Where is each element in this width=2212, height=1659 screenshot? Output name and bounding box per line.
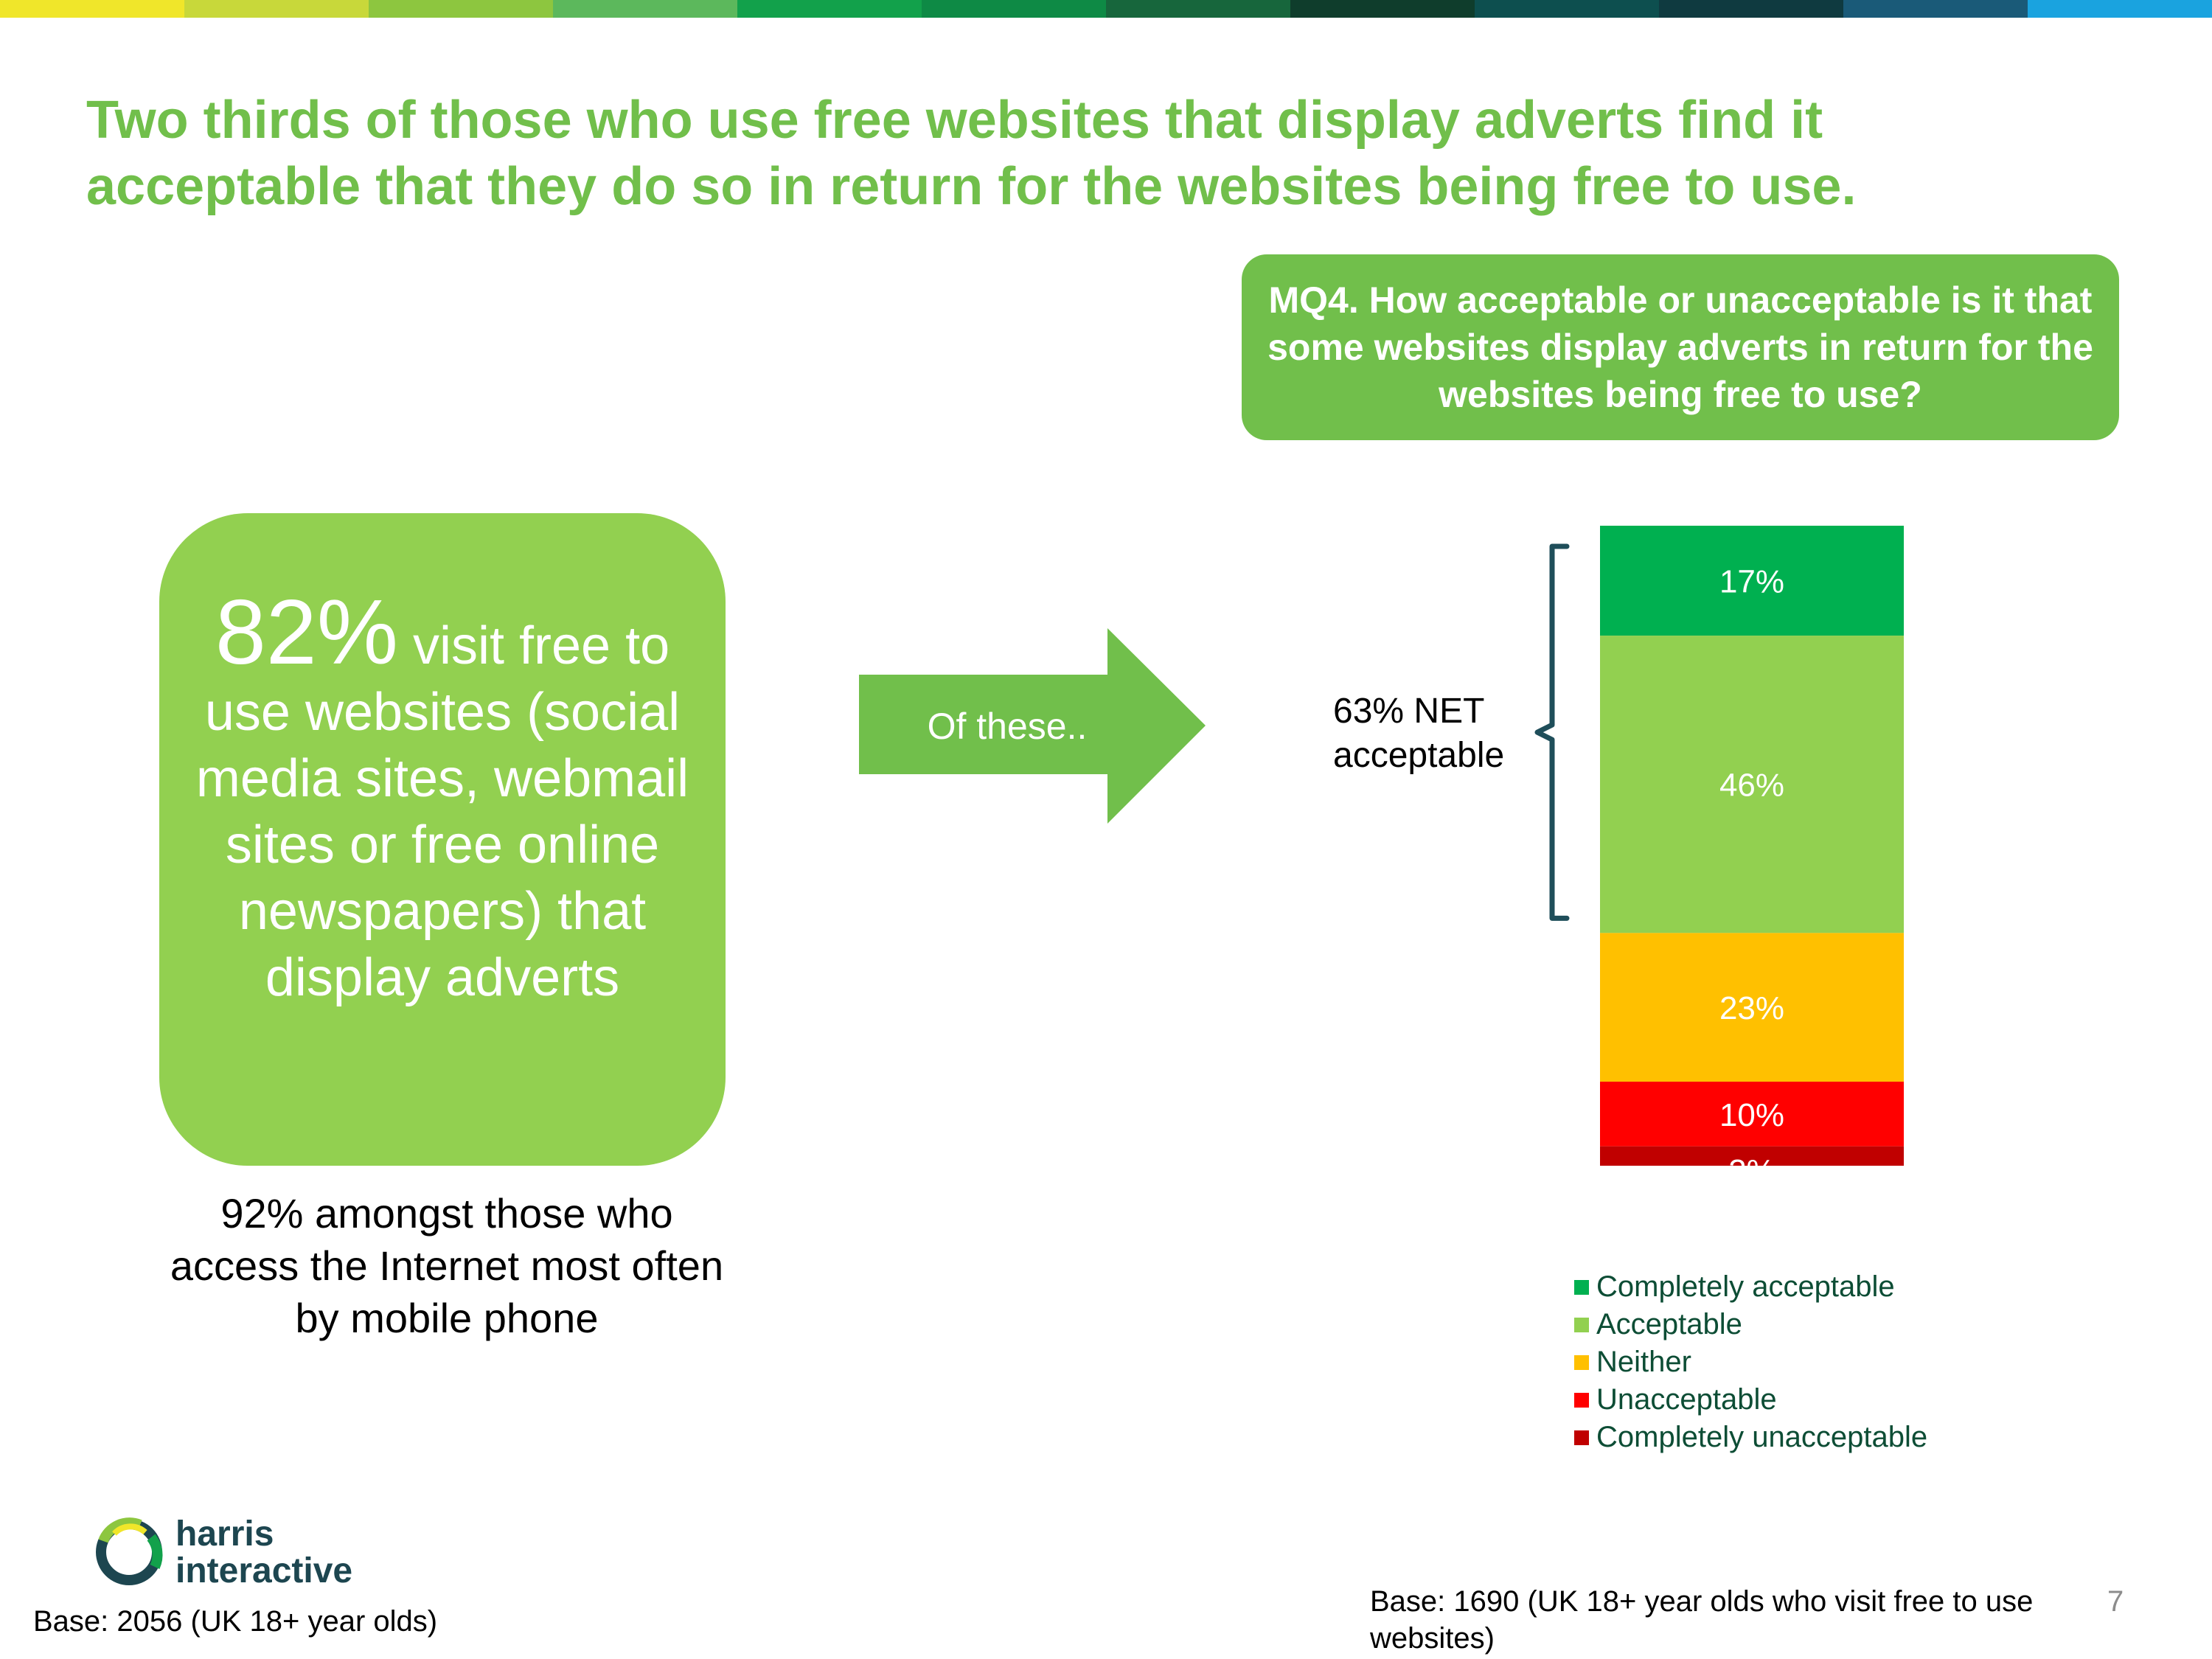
legend-item: Unacceptable (1574, 1381, 2135, 1419)
bar-segment-neither (1600, 933, 1904, 1082)
color-band-segment (1290, 0, 1475, 18)
stacked-bar-chart: 17% 46% 23% 10% 3% (1534, 526, 1904, 1180)
color-band-segment (922, 0, 1106, 18)
legend-swatch (1574, 1317, 1589, 1332)
legend-label: Completely acceptable (1596, 1270, 1895, 1303)
right-arrow-icon (859, 628, 1206, 824)
color-band-segment (2028, 0, 2212, 18)
color-band-segment (553, 0, 737, 18)
color-band-segment (1843, 0, 2028, 18)
page-number: 7 (2107, 1585, 2124, 1618)
stat-big-value: 82% (215, 582, 399, 684)
stat-text-rest: to use websites (social media sites, web… (195, 616, 689, 1007)
bar-segment-completely-acceptable (1600, 526, 1904, 636)
legend-label: Unacceptable (1596, 1383, 1777, 1416)
legend-item: Completely unacceptable (1574, 1419, 2135, 1456)
legend-label: Completely unacceptable (1596, 1421, 1928, 1453)
legend-item: Completely acceptable (1574, 1268, 2135, 1306)
legend-item: Neither (1574, 1343, 2135, 1381)
data-label-unacceptable: 10% (1719, 1097, 1784, 1133)
color-band-segment (1475, 0, 1659, 18)
question-box: MQ4. How acceptable or unacceptable is i… (1242, 254, 2119, 440)
data-label-neither: 23% (1719, 990, 1784, 1026)
color-band-segment (184, 0, 369, 18)
slide-title: Two thirds of those who use free website… (86, 91, 1857, 216)
net-acceptable-label: 63% NET acceptable (1333, 692, 1505, 775)
legend-item: Acceptable (1574, 1306, 2135, 1343)
top-color-band (0, 0, 2212, 18)
color-band-segment (0, 0, 184, 18)
chart-legend: Completely acceptable Acceptable Neither Un… (1574, 1268, 2135, 1456)
logo-line-2: interactive (175, 1551, 353, 1590)
color-band-segment (369, 0, 553, 18)
bar-segment-acceptable (1600, 636, 1904, 933)
bar-segment-unacceptable (1600, 1082, 1904, 1147)
data-label-acceptable: 46% (1719, 768, 1784, 804)
legend-swatch (1574, 1430, 1589, 1445)
logo-line-1: harris (175, 1514, 274, 1554)
color-band-segment (1106, 0, 1290, 18)
legend-label: Neither (1596, 1346, 1691, 1378)
data-label-completely-unacceptable: 3% (1728, 1153, 1775, 1180)
stat-note: 92% amongst those who access the Interne… (170, 1190, 724, 1341)
bar-segment-completely-unacceptable (1600, 1146, 1904, 1166)
data-label-completely-acceptable: 17% (1719, 564, 1784, 600)
arrow-label: Of these.. (927, 706, 1088, 747)
stat-text-first: visit free (413, 616, 611, 675)
legend-swatch (1574, 1354, 1589, 1370)
color-band-segment (737, 0, 922, 18)
base-note-right: Base: 1690 (UK 18+ year olds who visit f… (1370, 1585, 2034, 1655)
question-text: MQ4. How acceptable or unacceptable is i… (1267, 279, 2093, 415)
stat-box: 82% visit free to use websites (social m… (159, 513, 726, 1166)
legend-swatch (1574, 1392, 1589, 1408)
harris-interactive-logo (96, 1517, 163, 1585)
logo-text: harris interactive (175, 1516, 352, 1590)
color-band-segment (1659, 0, 1843, 18)
net-acceptable-bracket (1534, 543, 1570, 921)
legend-swatch (1574, 1279, 1589, 1295)
legend-label: Acceptable (1596, 1308, 1742, 1340)
base-note-left: Base: 2056 (UK 18+ year olds) (33, 1605, 438, 1638)
